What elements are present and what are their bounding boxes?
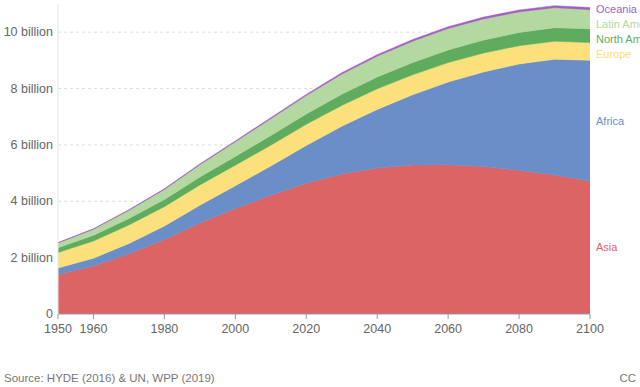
x-tick (306, 314, 307, 319)
area (58, 8, 590, 248)
x-tick (235, 314, 236, 319)
annotation: CC (619, 372, 636, 384)
area (58, 28, 590, 253)
series-label: Asia (596, 241, 618, 253)
areas (58, 6, 590, 314)
x-tick-label: 1950 (44, 322, 72, 336)
x-tick-label: 2020 (292, 322, 320, 336)
x-tick-label: 2060 (434, 322, 462, 336)
annotation: Source: HYDE (2016) & UN, WPP (2019) (4, 372, 215, 384)
y-axis (58, 4, 59, 314)
area (58, 6, 590, 243)
y-tick-label: 10 billion (4, 25, 53, 39)
y-tick-label: 8 billion (11, 82, 53, 96)
x-tick-label: 2000 (221, 322, 249, 336)
chart: 0 2 billion 4 billion 6 billion 8 billion 10 … (0, 0, 640, 387)
x-tick (519, 314, 520, 319)
series-label: North America (596, 33, 640, 45)
x-tick-label: 2100 (576, 322, 604, 336)
y-tick-label: 0 (46, 307, 53, 321)
x-tick (377, 314, 378, 319)
x-tick-label: 1960 (80, 322, 108, 336)
series-label: Europe (596, 48, 631, 60)
x-axis (58, 314, 590, 315)
x-tick-label: 2040 (363, 322, 391, 336)
series-label: Latin America (596, 18, 640, 30)
y-tick-label: 4 billion (11, 194, 53, 208)
y-tick-label: 2 billion (11, 251, 53, 265)
series-label: Africa (596, 115, 625, 127)
x-tick (93, 314, 94, 319)
series-label: Oceania (596, 3, 638, 15)
area (58, 41, 590, 268)
x-tick-label: 1980 (150, 322, 178, 336)
x-tick (590, 314, 591, 319)
x-tick (448, 314, 449, 319)
x-tick (164, 314, 165, 319)
x-tick-label: 2080 (505, 322, 533, 336)
y-tick-label: 6 billion (11, 138, 53, 152)
x-tick (58, 314, 59, 319)
